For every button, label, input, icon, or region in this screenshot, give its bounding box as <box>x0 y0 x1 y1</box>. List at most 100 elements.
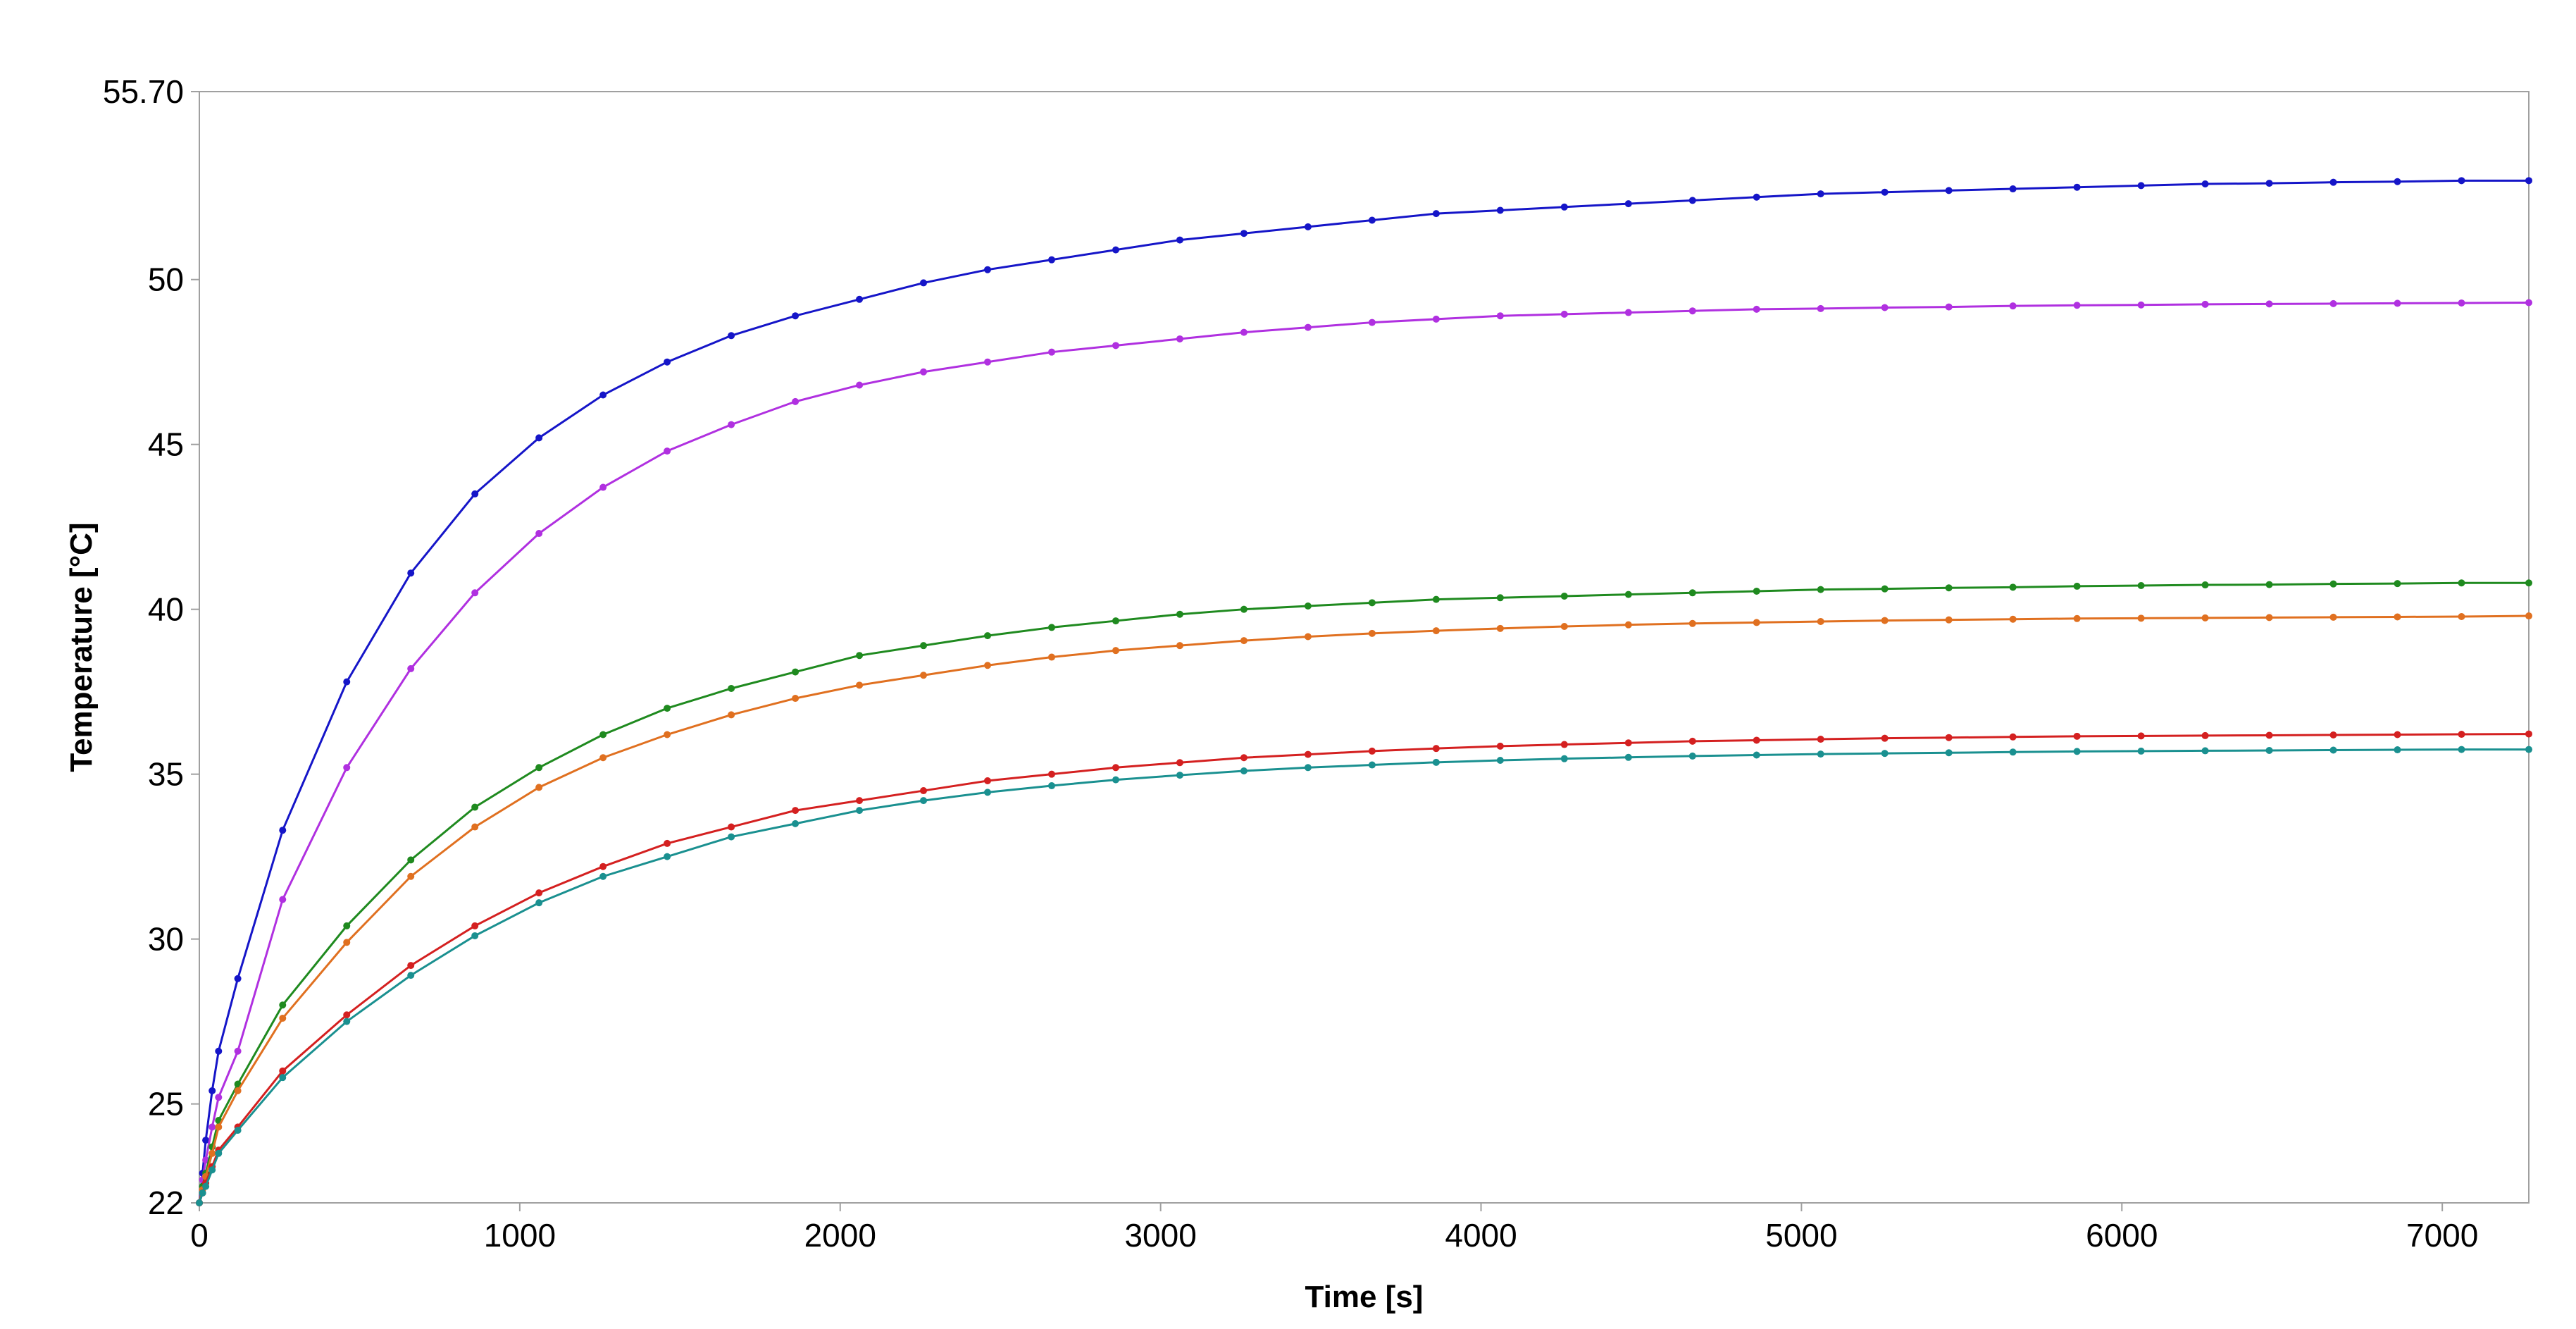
series-3 <box>196 579 2532 1206</box>
data-point <box>2009 185 2017 193</box>
data-point <box>2525 579 2532 587</box>
data-point <box>1112 776 1119 784</box>
data-point <box>407 569 415 577</box>
data-point <box>2137 581 2145 589</box>
series-6 <box>196 746 2532 1206</box>
data-point <box>1688 589 1696 597</box>
data-point <box>407 962 415 970</box>
data-point <box>728 833 735 841</box>
x-tick-label: 4000 <box>1445 1217 1517 1254</box>
data-point <box>2073 732 2081 740</box>
series-4 <box>196 612 2532 1206</box>
data-point <box>599 483 607 491</box>
data-point <box>1304 764 1312 772</box>
data-point <box>202 1137 210 1144</box>
data-point <box>2329 731 2337 738</box>
data-point <box>1817 190 1824 198</box>
y-tick-label: 40 <box>148 591 184 628</box>
data-point <box>279 827 287 834</box>
data-point <box>1560 755 1568 762</box>
data-point <box>2073 614 2081 622</box>
data-point <box>2394 299 2401 307</box>
data-point <box>2201 180 2209 188</box>
data-point <box>1496 742 1504 750</box>
data-point <box>984 266 992 273</box>
data-point <box>2009 733 2017 741</box>
data-point <box>1304 633 1312 641</box>
data-point <box>234 1127 242 1135</box>
data-point <box>2329 178 2337 186</box>
data-point <box>1368 216 1376 224</box>
data-point <box>984 789 992 796</box>
data-point <box>209 1149 216 1157</box>
data-point <box>202 1182 210 1190</box>
data-point <box>2137 614 2145 622</box>
data-point <box>664 447 671 455</box>
data-point <box>792 695 799 703</box>
data-point <box>1624 621 1632 629</box>
data-point <box>856 381 864 389</box>
y-tick-label: 30 <box>148 921 184 958</box>
data-point <box>209 1087 216 1094</box>
data-point <box>2265 746 2273 754</box>
data-point <box>2201 300 2209 308</box>
data-point <box>1240 637 1247 645</box>
data-point <box>792 807 799 815</box>
data-point <box>215 1123 223 1131</box>
data-point <box>1176 335 1183 342</box>
data-point <box>1047 782 1055 790</box>
data-point <box>2525 177 2532 185</box>
data-point <box>196 1199 203 1206</box>
data-point <box>279 1074 287 1082</box>
data-point <box>2137 747 2145 755</box>
data-point <box>1945 187 1953 194</box>
data-point <box>471 823 479 831</box>
data-point <box>1112 764 1119 772</box>
data-point <box>1945 616 1953 624</box>
data-point <box>1624 309 1632 316</box>
data-point <box>728 684 735 692</box>
data-point <box>1817 750 1824 758</box>
data-point <box>1688 737 1696 745</box>
data-point <box>2458 579 2465 587</box>
data-point <box>1112 647 1119 655</box>
data-point <box>2394 178 2401 185</box>
data-point <box>343 939 351 946</box>
data-point <box>535 899 543 907</box>
series-line <box>198 581 2529 1204</box>
data-point <box>1945 303 1953 311</box>
data-point <box>2073 183 2081 191</box>
data-point <box>1688 752 1696 760</box>
data-point <box>407 664 415 672</box>
data-point <box>1432 595 1440 603</box>
x-axis-title: Time [s] <box>1305 1280 1424 1314</box>
data-point <box>1047 624 1055 631</box>
data-point <box>920 368 928 376</box>
data-point <box>1432 210 1440 218</box>
x-tick-label: 6000 <box>2086 1217 2158 1254</box>
data-point <box>1112 246 1119 254</box>
data-point <box>234 1047 242 1055</box>
data-point <box>209 1123 216 1131</box>
data-point <box>1560 203 1568 211</box>
data-point <box>1304 602 1312 610</box>
data-point <box>2265 180 2273 187</box>
data-point <box>2458 731 2465 738</box>
data-point <box>728 823 735 831</box>
data-point <box>1688 197 1696 204</box>
data-point <box>1240 767 1247 774</box>
data-point <box>1624 739 1632 747</box>
data-point <box>1432 627 1440 635</box>
x-tick-label: 2000 <box>804 1217 876 1254</box>
data-point <box>1496 594 1504 602</box>
data-point <box>2137 301 2145 309</box>
data-point <box>920 642 928 650</box>
data-point <box>1881 304 1889 311</box>
data-point <box>2137 182 2145 190</box>
y-tick-label: 22 <box>148 1185 184 1221</box>
data-point <box>1624 200 1632 208</box>
data-point <box>234 975 242 982</box>
data-point <box>1881 585 1889 593</box>
data-point <box>535 784 543 791</box>
